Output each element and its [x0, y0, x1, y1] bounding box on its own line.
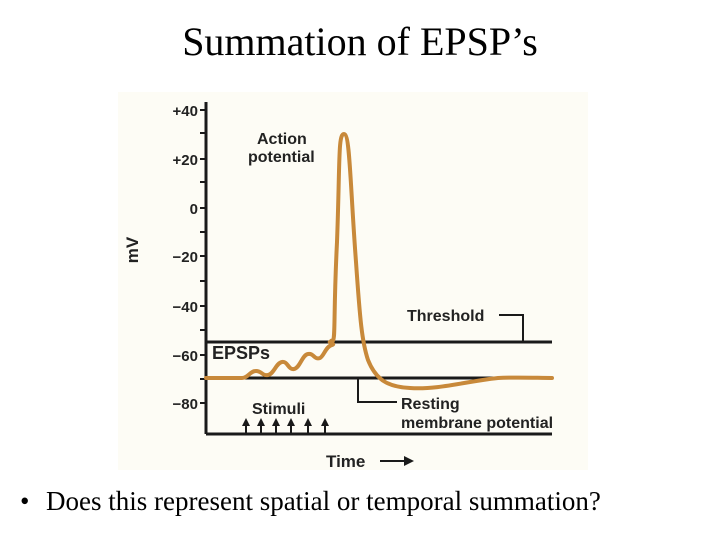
- threshold-leader: [499, 314, 524, 342]
- epsp-summation-diagram: +40 +20 0 −20 −40 −60 −80 mV Action pote…: [118, 92, 588, 470]
- minor-ticks: [200, 132, 206, 380]
- stimulus-arrow-icon: [304, 418, 312, 434]
- stimulus-arrow-icon: [287, 418, 295, 434]
- action-potential-label-line1: Action: [257, 131, 307, 148]
- time-arrow-icon: [380, 456, 414, 466]
- membrane-potential-trace: [204, 132, 554, 391]
- resting-label-line2: membrane potential: [401, 415, 553, 432]
- y-axis-label: mV: [123, 236, 142, 263]
- action-potential-label-line2: potential: [248, 149, 315, 166]
- major-ticks: [200, 109, 206, 404]
- tick-label-plus20: +20: [173, 152, 198, 169]
- resting-label-line1: Resting: [401, 396, 460, 413]
- stimulus-arrow-icon: [272, 418, 280, 434]
- resting-leader: [357, 378, 397, 403]
- diagram-svg: +40 +20 0 −20 −40 −60 −80 mV Action pote…: [123, 102, 554, 470]
- stimulus-arrows: [242, 418, 329, 434]
- tick-label-minus80: −80: [173, 396, 198, 413]
- stimulus-arrow-icon: [321, 418, 329, 434]
- tick-label-minus20: −20: [173, 249, 198, 266]
- stimulus-arrow-icon: [242, 418, 250, 434]
- question-bullet: • Does this represent spatial or temporal…: [20, 486, 720, 517]
- tick-label-minus60: −60: [173, 348, 198, 365]
- question-text: Does this represent spatial or temporal …: [46, 486, 601, 516]
- tick-label-0: 0: [190, 201, 198, 218]
- tick-label-minus40: −40: [173, 299, 198, 316]
- bullet-dot-icon: •: [20, 486, 30, 516]
- epsps-label: EPSPs: [212, 343, 270, 363]
- stimulus-arrow-icon: [257, 418, 265, 434]
- tick-label-plus40: +40: [173, 103, 198, 120]
- slide-title: Summation of EPSP’s: [182, 19, 538, 64]
- stimuli-label: Stimuli: [252, 401, 305, 418]
- time-axis-label: Time: [326, 452, 365, 470]
- threshold-label: Threshold: [407, 308, 484, 325]
